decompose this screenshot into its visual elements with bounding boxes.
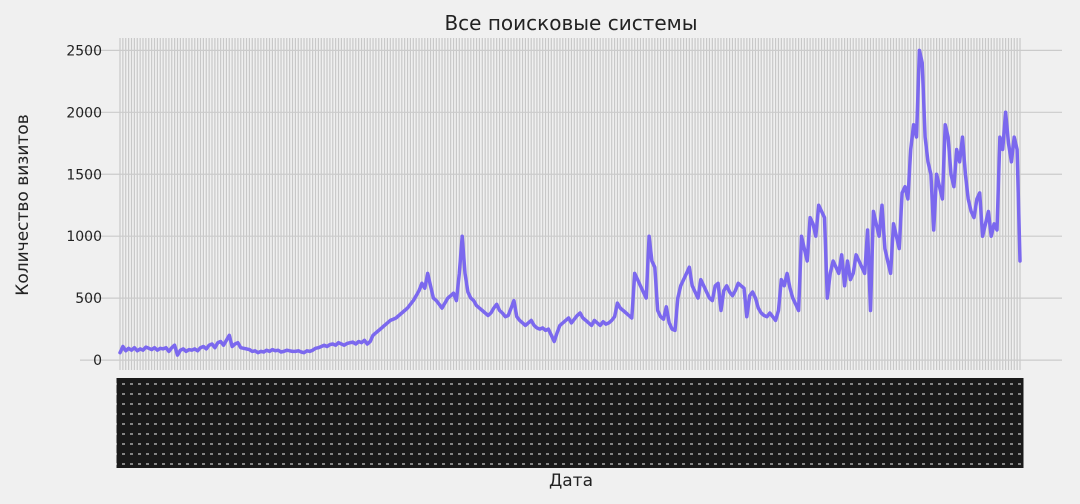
y-tick-labels: 0 500 1000 1500 2000 2500 — [66, 43, 102, 369]
y-axis-label: Количество визитов — [13, 114, 33, 295]
y-tick-label: 0 — [93, 353, 102, 369]
y-tick-label: 500 — [75, 291, 102, 307]
y-tick-label: 1500 — [66, 167, 102, 183]
series-line-0 — [118, 48, 1022, 357]
y-tick-label: 2000 — [66, 105, 102, 121]
series-lines — [118, 48, 1022, 357]
x-tick-label — [1016, 378, 1024, 468]
y-grid — [80, 49, 1062, 361]
y-tick-label: 1000 — [66, 229, 102, 245]
y-tick-label: 2500 — [66, 43, 102, 59]
x-axis-label: Дата — [549, 471, 593, 491]
chart-title: Все поисковые системы — [444, 11, 697, 35]
x-tick-labels — [114, 378, 1026, 468]
